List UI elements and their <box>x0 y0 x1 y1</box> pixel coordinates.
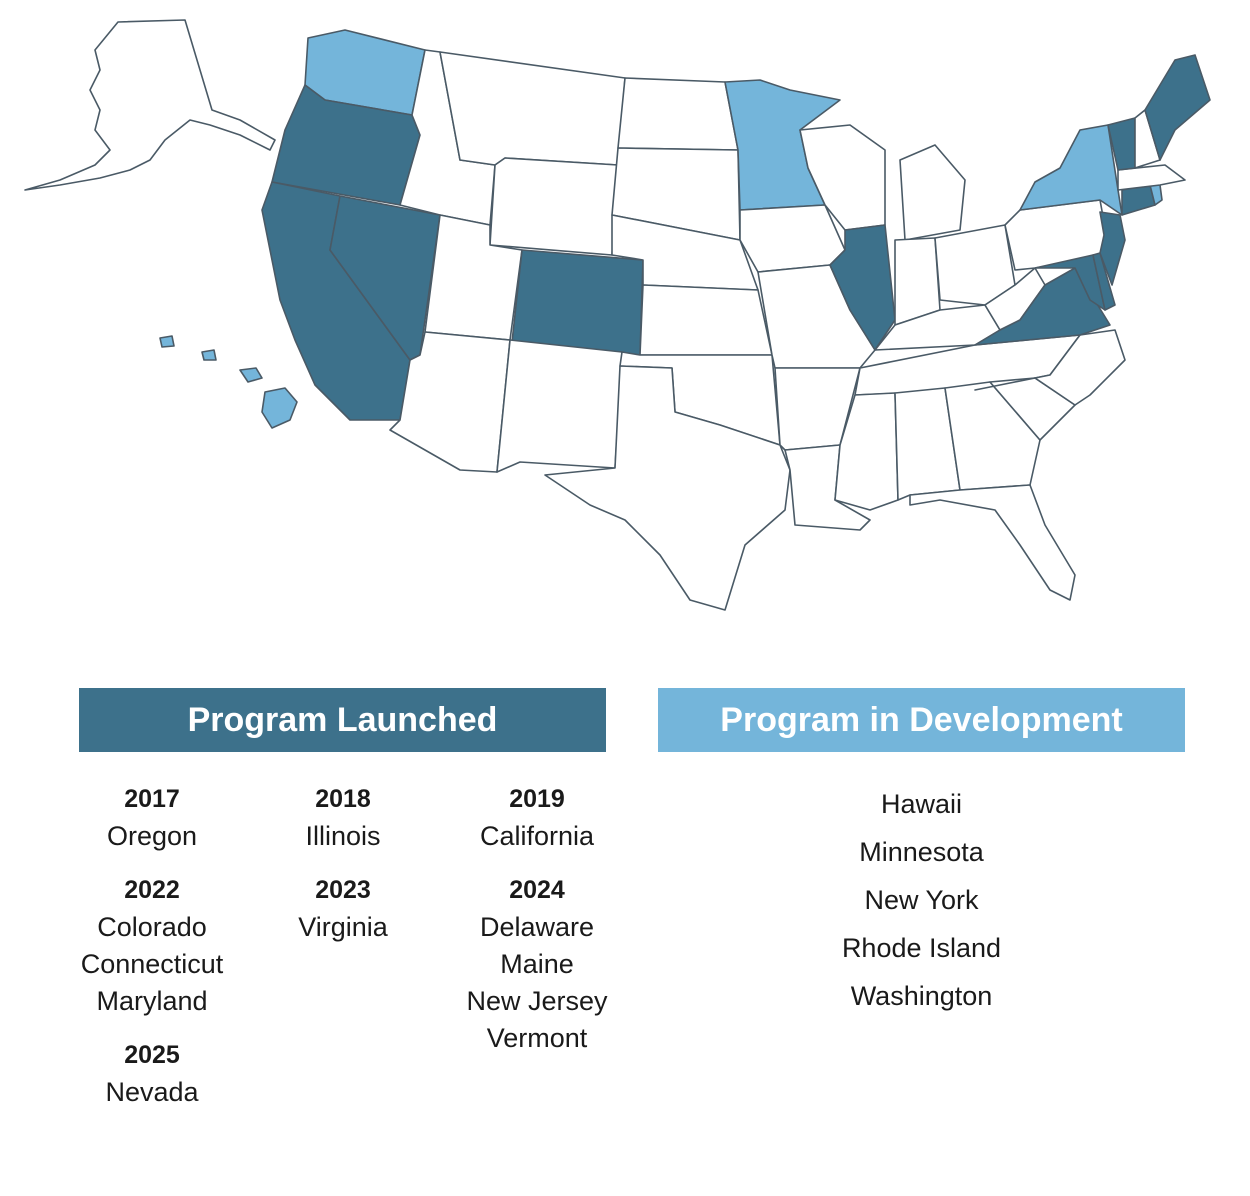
state-hawaii-maui <box>239 367 263 383</box>
launched-column-3: 2019 California 2024 Delaware Maine New … <box>442 780 632 1073</box>
launch-year: 2022 <box>124 876 180 904</box>
launched-state: Virginia <box>298 912 388 942</box>
state-new-york <box>1019 124 1123 216</box>
launched-state: Delaware <box>479 912 595 942</box>
launch-year: 2023 <box>315 876 371 904</box>
program-development-label: Program in Development <box>720 700 1123 739</box>
state-wyoming <box>489 157 619 256</box>
launched-group: 2019 California <box>442 780 632 855</box>
state-colorado <box>511 249 644 356</box>
state-hawaii-oahu <box>201 349 217 361</box>
state-north-carolina <box>974 329 1126 406</box>
launched-state: Maine <box>500 949 574 979</box>
launched-column-1: 2017 Oregon 2022 Colorado Connecticut Ma… <box>57 780 247 1127</box>
launched-state: Connecticut <box>80 949 224 979</box>
state-hawaii-big-island <box>261 387 298 429</box>
launch-year: 2024 <box>509 876 565 904</box>
launched-group: 2024 Delaware Maine New Jersey Vermont <box>442 871 632 1057</box>
launch-year: 2019 <box>509 785 565 813</box>
launched-state: Illinois <box>305 821 381 851</box>
launched-state: Oregon <box>106 821 198 851</box>
launched-group: 2017 Oregon <box>57 780 247 855</box>
launched-group: 2023 Virginia <box>248 871 438 946</box>
state-virginia <box>974 267 1111 346</box>
state-delaware <box>1092 252 1116 311</box>
state-florida <box>909 484 1076 601</box>
launch-year: 2025 <box>124 1041 180 1069</box>
launched-state: California <box>479 821 595 851</box>
state-maryland <box>1034 254 1106 311</box>
launch-year: 2017 <box>124 785 180 813</box>
development-state: Hawaii <box>880 789 963 819</box>
development-state: Minnesota <box>859 837 984 867</box>
development-state: Washington <box>850 981 993 1011</box>
state-massachusetts <box>1117 164 1186 191</box>
state-texas <box>544 365 791 611</box>
launched-group: 2018 Illinois <box>248 780 438 855</box>
state-hawaii-kauai <box>159 335 175 348</box>
state-michigan <box>899 144 966 241</box>
launched-state: Colorado <box>97 912 207 942</box>
program-launched-label: Program Launched <box>187 700 498 739</box>
launched-group: 2022 Colorado Connecticut Maryland <box>57 871 247 1020</box>
launched-state: New Jersey <box>466 986 608 1016</box>
state-maine <box>1144 54 1211 161</box>
state-kansas <box>639 284 773 356</box>
launched-group: 2025 Nevada <box>57 1036 247 1111</box>
state-iowa <box>739 204 846 273</box>
program-development-banner: Program in Development <box>658 688 1185 752</box>
state-north-dakota <box>617 77 739 151</box>
launched-column-2: 2018 Illinois 2023 Virginia <box>248 780 438 962</box>
launched-state: Nevada <box>105 1077 199 1107</box>
state-georgia <box>944 381 1041 491</box>
state-new-jersey <box>1099 211 1126 286</box>
state-new-mexico <box>496 339 623 473</box>
program-launched-banner: Program Launched <box>79 688 606 752</box>
development-state-list: Hawaii Minnesota New York Rhode Island W… <box>658 780 1185 1020</box>
launched-state: Vermont <box>486 1023 588 1053</box>
launched-state: Maryland <box>96 986 208 1016</box>
us-map <box>24 19 1211 611</box>
state-illinois <box>829 224 896 351</box>
launch-year: 2018 <box>315 785 371 813</box>
development-state: Rhode Island <box>841 933 1002 963</box>
state-alaska <box>24 19 276 191</box>
development-state: New York <box>864 885 979 915</box>
state-montana <box>439 51 626 166</box>
